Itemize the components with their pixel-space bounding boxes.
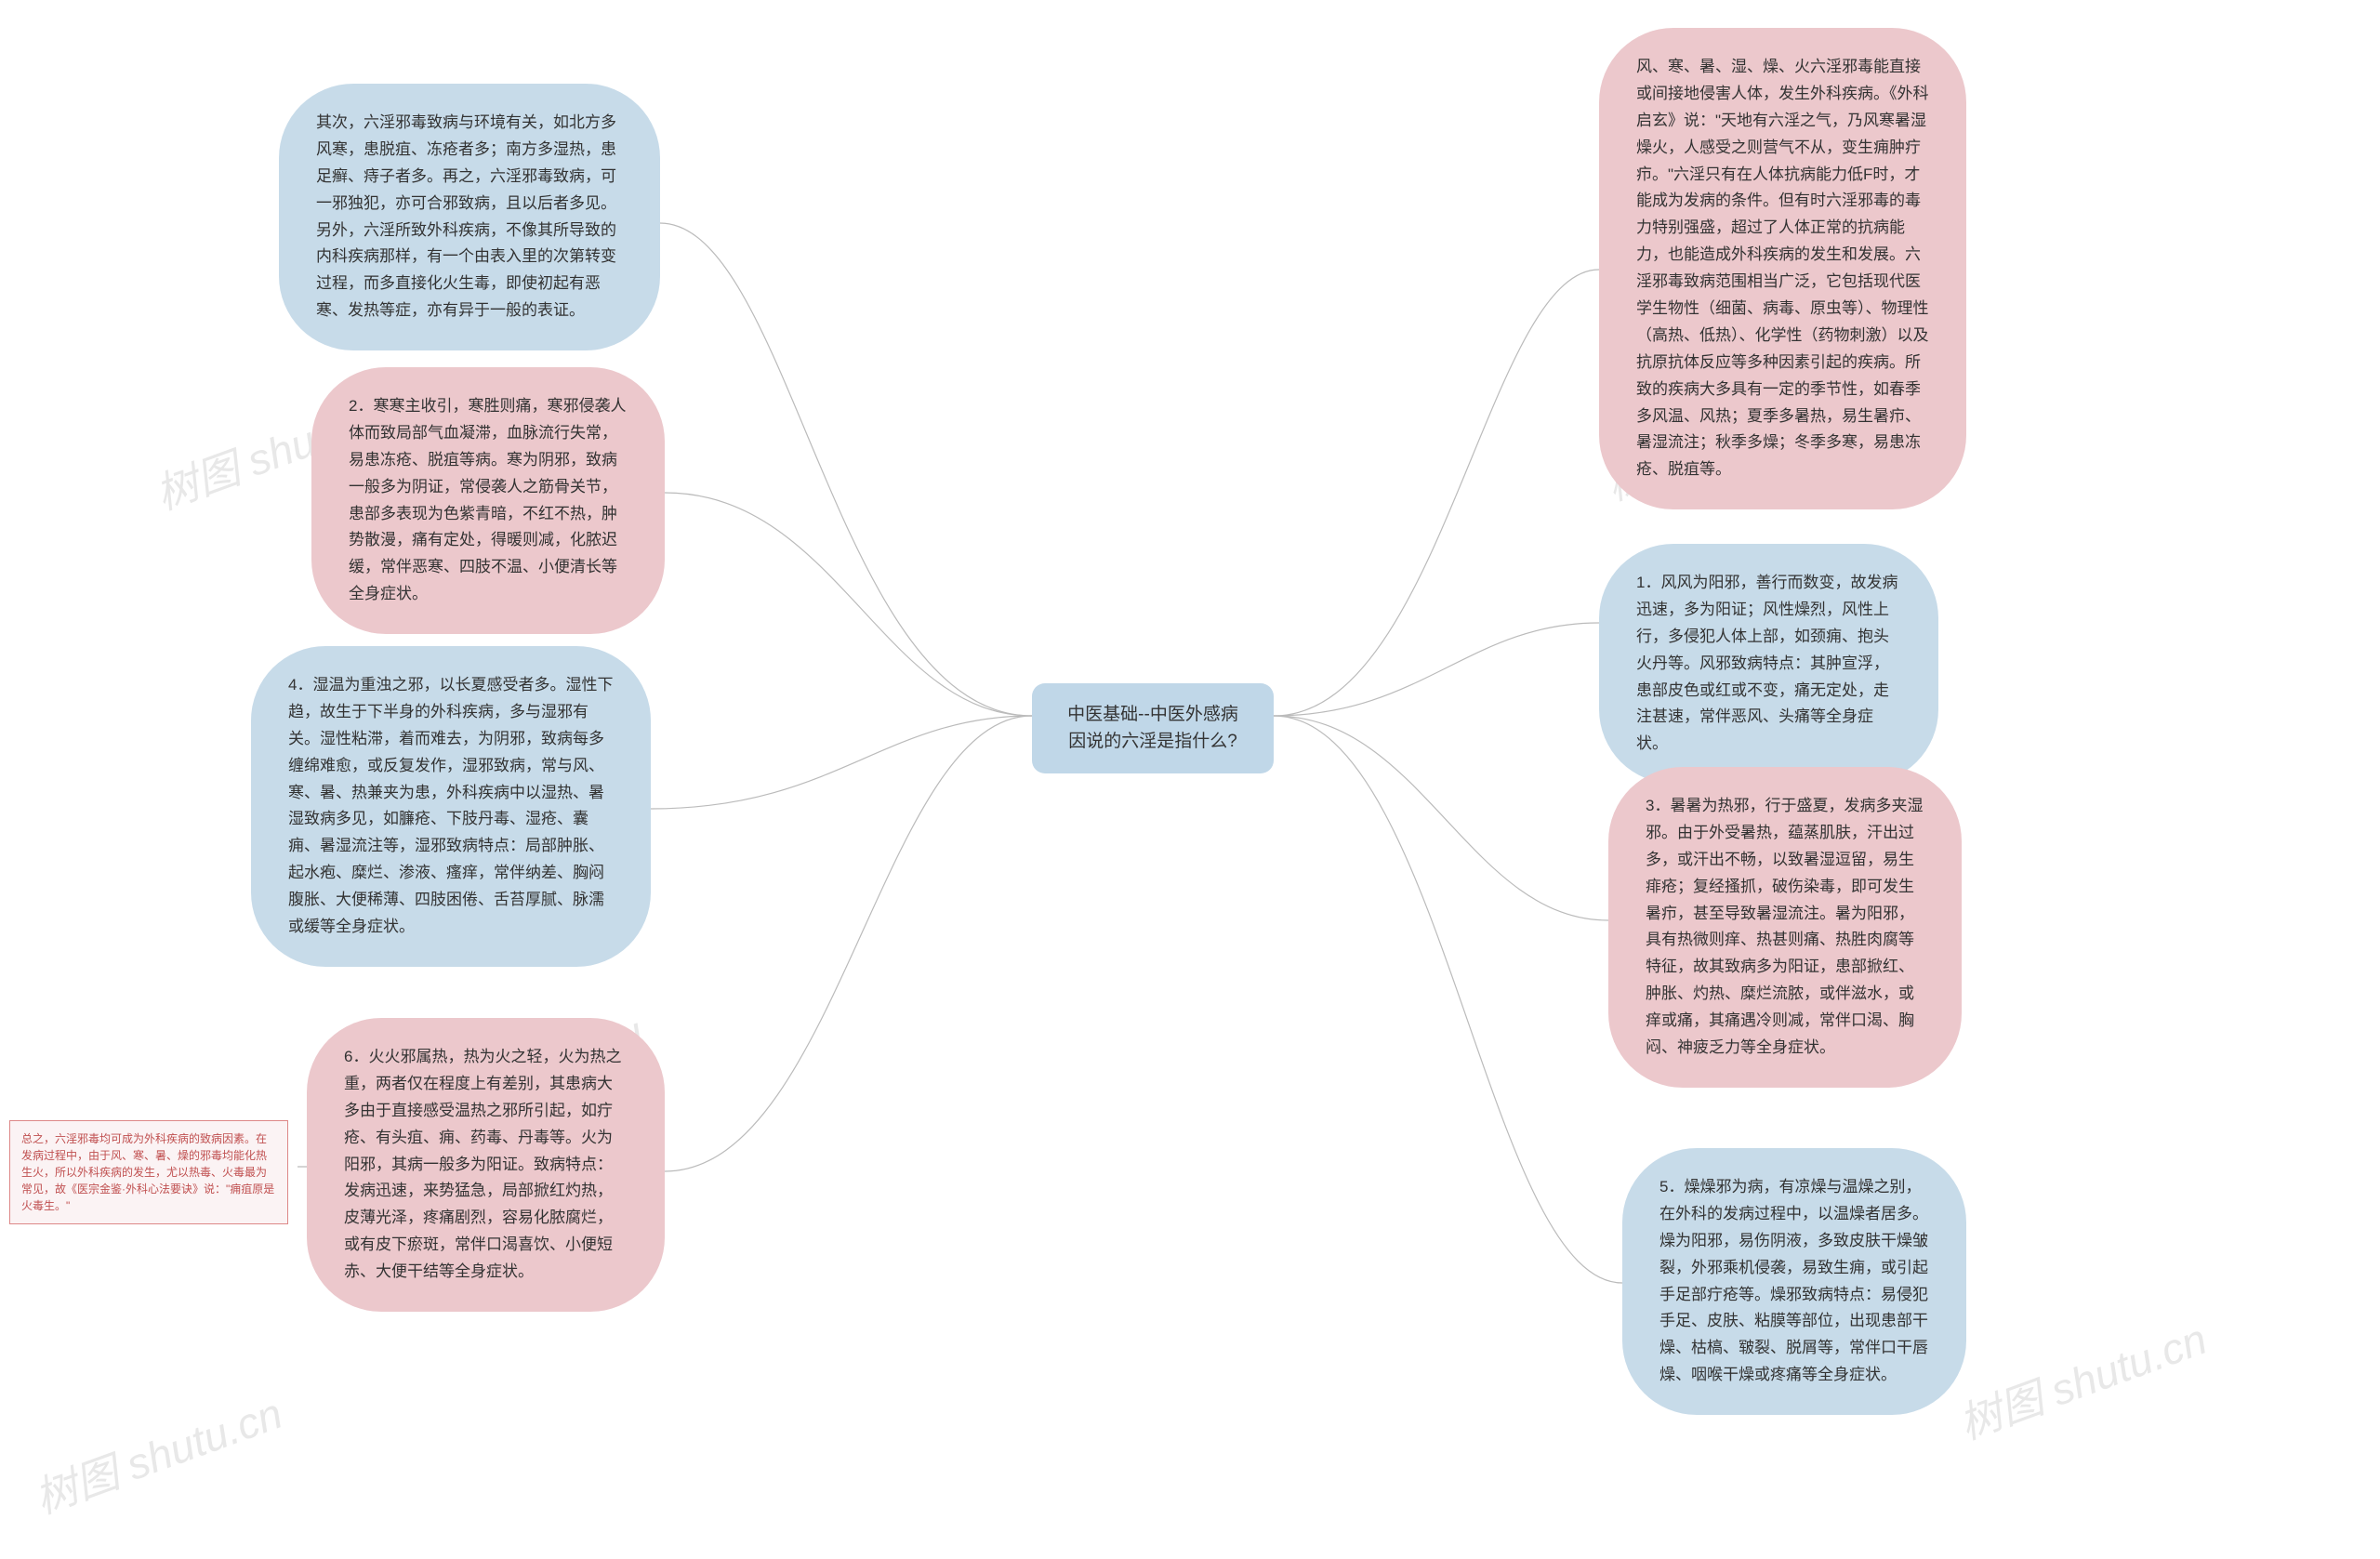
node-4-damp: 4．湿温为重浊之邪，以长夏感受者多。湿性下趋，故生于下半身的外科疾病，多与湿邪有… [251,646,651,967]
node-env-topleft: 其次，六淫邪毒致病与环境有关，如北方多风寒，患脱疽、冻疮者多；南方多湿热，患足癣… [279,84,660,350]
watermark: 树图 shutu.cn [25,1380,289,1526]
node-intro-topright: 风、寒、暑、湿、燥、火六淫邪毒能直接或间接地侵害人体，发生外科疾病。《外科启玄》… [1599,28,1966,509]
node-1-wind: 1．风风为阳邪，善行而数变，故发病迅速，多为阳证；风性燥烈，风性上行，多侵犯人体… [1599,544,1938,784]
summary-note: 总之，六淫邪毒均可成为外科疾病的致病因素。在发病过程中，由于风、寒、暑、燥的邪毒… [9,1120,288,1224]
node-5-dry: 5．燥燥邪为病，有凉燥与温燥之别，在外科的发病过程中，以温燥者居多。燥为阳邪，易… [1622,1148,1966,1415]
watermark: 树图 shutu.cn [1950,1305,2214,1451]
center-node: 中医基础--中医外感病因说的六淫是指什么? [1032,683,1274,773]
node-3-summer: 3．暑暑为热邪，行于盛夏，发病多夹湿邪。由于外受暑热，蕴蒸肌肤，汗出过多，或汗出… [1608,767,1962,1088]
node-6-fire: 6．火火邪属热，热为火之轻，火为热之重，两者仅在程度上有差别，其患病大多由于直接… [307,1018,665,1312]
node-2-cold: 2．寒寒主收引，寒胜则痛，寒邪侵袭人体而致局部气血凝滞，血脉流行失常，易患冻疮、… [311,367,665,634]
